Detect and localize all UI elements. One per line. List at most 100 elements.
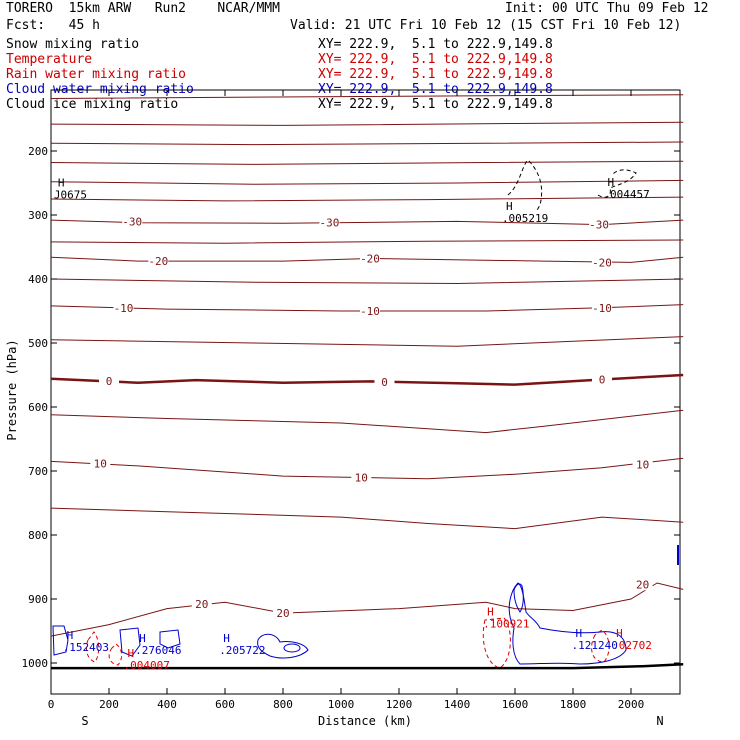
- isotherm-label-bg: [351, 471, 372, 484]
- isotherm-label: -10: [114, 302, 134, 315]
- isotherm-m25: [50, 239, 684, 244]
- model-title: TORERO 15km ARW Run2 NCAR/MMM: [6, 1, 280, 16]
- maximum-marker: H: [616, 627, 623, 640]
- rain-contour-4: [591, 629, 610, 663]
- y-tick-label: 500: [28, 337, 48, 350]
- end-label-south: S: [81, 714, 88, 728]
- isotherm-label: 10: [94, 457, 107, 470]
- isotherm-label: -20: [360, 253, 380, 266]
- x-tick-label: 2000: [618, 698, 645, 711]
- maximum-marker: H: [487, 605, 494, 618]
- y-axis-title: Pressure (hPa): [5, 339, 19, 440]
- snow-contour-1: [507, 159, 543, 213]
- maximum-value: .100921: [483, 617, 529, 630]
- x-tick-label: 200: [99, 698, 119, 711]
- isotherm-5: [50, 409, 684, 434]
- isotherm-label: 0: [599, 373, 606, 386]
- isotherm-m15: [50, 278, 684, 285]
- isotherm-label: 20: [276, 607, 289, 620]
- cloud-contour-3: [159, 629, 181, 649]
- forecast-hour: Fcst: 45 h: [6, 18, 100, 33]
- isotherm-label-bg: [592, 373, 612, 386]
- isotherm-20: [50, 582, 684, 637]
- maximum-marker: H: [128, 647, 135, 660]
- hydrometeor-group: [52, 159, 679, 669]
- legend-cloud-ice: Cloud ice mixing ratio: [6, 97, 179, 112]
- isotherm-label-bg: [374, 376, 395, 389]
- end-label-north: N: [656, 714, 663, 728]
- isotherm-m5: [50, 336, 684, 347]
- maximum-marker: H: [506, 200, 513, 213]
- maximum-value: J0675: [54, 189, 87, 202]
- x-tick-label: 1400: [444, 698, 471, 711]
- maximum-marker: H: [58, 177, 65, 190]
- isotherm-label: 10: [355, 471, 368, 484]
- maximum-value: .152403: [63, 641, 109, 654]
- maximum-value: .004007: [124, 659, 170, 672]
- isotherm-label-bg: [122, 215, 143, 228]
- isotherm-label-bg: [113, 301, 134, 314]
- maximum-value: .276046: [135, 644, 181, 657]
- snow-contour-2: [597, 169, 637, 198]
- maximum-value: .004457: [603, 188, 649, 201]
- isotherm-label-bg: [589, 218, 610, 231]
- plot-frame: [50, 89, 681, 695]
- cloud-contour-2: [119, 627, 141, 657]
- rain-contour-1: [85, 631, 100, 663]
- valid-time: Valid: 21 UTC Fri 10 Feb 12 (15 CST Fri …: [290, 18, 682, 33]
- isotherm-label: -10: [360, 305, 380, 318]
- isotherm-m45: [50, 160, 684, 165]
- isotherm-label-bg: [632, 578, 653, 591]
- legend-snow-xy: XY= 222.9, 5.1 to 222.9,149.8: [318, 37, 553, 52]
- y-tick-label: 300: [28, 209, 48, 222]
- isotherm-label: -20: [592, 256, 612, 269]
- maximum-marker: H: [607, 176, 614, 189]
- cloud-contour-1: [52, 625, 69, 656]
- isotherm-m40: [50, 179, 684, 185]
- isotherm-label-bg: [191, 598, 212, 611]
- isotherm-label-bg: [592, 301, 612, 314]
- y-tick-label: 900: [28, 593, 48, 606]
- isotherm-label: 20: [636, 578, 649, 591]
- isotherm-label: 10: [636, 459, 649, 472]
- x-tick-label: 400: [157, 698, 177, 711]
- isotherm-label-bg: [99, 374, 119, 387]
- y-tick-label: 800: [28, 529, 48, 542]
- isotherm-m50: [50, 141, 684, 146]
- isotherm-m60: [50, 94, 684, 99]
- legend-cloud-ice-xy: XY= 222.9, 5.1 to 222.9,149.8: [318, 97, 553, 112]
- isotherm-label: 0: [106, 375, 113, 388]
- maximum-value: .121240: [572, 639, 618, 652]
- x-tick-label: 0: [48, 698, 55, 711]
- x-tick-label: 1200: [386, 698, 413, 711]
- isotherm-label: -30: [589, 219, 609, 232]
- y-tick-label: 600: [28, 401, 48, 414]
- cloud-contour-4-core: [283, 643, 301, 653]
- legend-temperature: Temperature: [6, 52, 93, 67]
- isotherms-group: -30 -30 -30 -20 -20 -20 -10 -10 -10 0 0 0 10 10 10 20 20…: [50, 94, 684, 637]
- y-tick-label: 200: [28, 145, 48, 158]
- legend-snow: Snow mixing ratio: [6, 37, 140, 52]
- isotherm-label-bg: [319, 216, 340, 229]
- maximum-marker: H: [139, 632, 146, 645]
- legend-temperature-xy: XY= 222.9, 5.1 to 222.9,149.8: [318, 52, 553, 67]
- y-tick-label: 400: [28, 273, 48, 286]
- isotherm-label-bg: [148, 255, 169, 268]
- cloud-contour-4: [257, 633, 309, 659]
- x-tick-label: 600: [215, 698, 235, 711]
- isotherm-m55: [50, 121, 684, 126]
- x-tick-label: 800: [273, 698, 293, 711]
- legend-rain: Rain water mixing ratio: [6, 67, 187, 82]
- surface-group: [51, 663, 684, 670]
- init-time: Init: 00 UTC Thu 09 Feb 12: [505, 1, 709, 16]
- maximum-value: .02702: [612, 639, 652, 652]
- maximum-marker: H: [576, 627, 583, 640]
- isotherm-m10: [50, 304, 684, 312]
- maximum-marker: H: [223, 632, 230, 645]
- surface-line: [51, 663, 684, 670]
- isotherm-label-bg: [360, 252, 380, 265]
- isotherm-label-bg: [360, 305, 380, 317]
- x-axis-title: Distance (km): [318, 714, 412, 728]
